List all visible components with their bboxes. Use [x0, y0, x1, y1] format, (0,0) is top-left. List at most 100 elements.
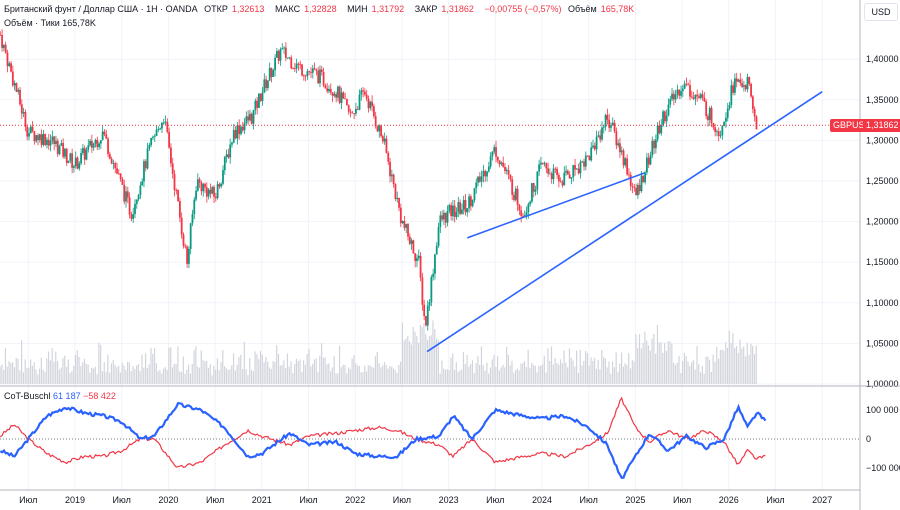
volume-bar — [47, 351, 50, 384]
candle-body — [577, 168, 580, 174]
candle-body — [581, 161, 584, 163]
volume-bar — [385, 364, 387, 384]
candle-body — [229, 144, 232, 158]
volume-bar — [755, 345, 757, 384]
candle-body — [683, 83, 686, 89]
volume-bar — [698, 364, 700, 384]
candle-body — [162, 122, 165, 124]
volume-bar — [315, 358, 317, 384]
candle-body — [65, 148, 68, 163]
candle-body — [267, 80, 269, 89]
volume-bar — [62, 358, 64, 384]
candle-body — [94, 139, 97, 144]
volume-bar — [455, 362, 457, 384]
volume-bar — [567, 367, 569, 384]
volume-bar — [252, 371, 254, 384]
candle-body — [525, 212, 528, 216]
volume-bar — [100, 344, 102, 384]
price-tick-label: 1,35000 — [866, 95, 899, 105]
volume-bar — [504, 367, 506, 384]
price-tick-label: 1,40000 — [866, 54, 899, 64]
volume-bar — [694, 369, 696, 384]
volume-bar — [550, 346, 553, 384]
candle-body — [274, 57, 276, 71]
volume-bar — [331, 367, 333, 384]
last-price-tag: 1,31862 — [863, 119, 900, 132]
candle-body — [540, 162, 542, 165]
candle-body — [459, 202, 461, 214]
volume-bar — [40, 357, 42, 384]
volume-bar — [319, 355, 321, 384]
volume-bar — [443, 368, 445, 384]
volume-bar — [347, 367, 350, 384]
candle-body — [381, 136, 384, 142]
volume-bar — [743, 346, 745, 384]
candle-body — [283, 47, 285, 49]
candle-body — [516, 188, 519, 205]
volume-bar — [626, 365, 628, 384]
volume-bar — [685, 356, 687, 384]
volume-bar — [541, 364, 544, 384]
volume-bar — [570, 357, 572, 384]
candle-body — [398, 197, 400, 208]
candle-body — [687, 84, 690, 86]
candle-body — [22, 112, 25, 114]
volume-bar — [426, 339, 429, 384]
time-tick-label: Июл — [673, 495, 691, 505]
volume-bar — [516, 368, 518, 384]
volume-bar — [527, 349, 529, 384]
volume-bar — [247, 375, 249, 384]
candle-body — [698, 96, 700, 98]
volume-legend[interactable]: Объём · Тики 165,78K — [4, 18, 96, 28]
volume-bar — [730, 342, 732, 384]
volume-bar — [624, 363, 626, 384]
volume-bar — [91, 367, 93, 384]
candle-body — [254, 100, 257, 111]
volume-bar — [326, 364, 328, 384]
candle-body — [416, 258, 418, 262]
candle-body — [730, 85, 733, 105]
candle-body — [550, 173, 553, 180]
candle-body — [73, 166, 75, 168]
volume-bar — [118, 365, 120, 384]
volume-bar — [103, 362, 105, 384]
candle-body — [313, 68, 316, 70]
candle-body — [644, 172, 646, 183]
volume-bar — [658, 342, 660, 384]
volume-bar — [505, 346, 508, 384]
candle-body — [624, 158, 627, 166]
volume-bar — [631, 359, 633, 384]
volume-bar — [71, 371, 73, 384]
candle-body — [511, 179, 514, 195]
candle-body — [92, 143, 95, 148]
volume-bar — [529, 367, 531, 384]
candle-body — [272, 70, 275, 78]
candle-body — [543, 163, 546, 165]
candle-body — [308, 71, 311, 73]
volume-bar — [56, 361, 59, 384]
volume-bar — [132, 366, 134, 384]
candle-body — [191, 214, 194, 224]
candle-body — [615, 131, 618, 146]
volume-bar — [268, 367, 271, 384]
currency-button[interactable]: USD — [864, 3, 898, 21]
candle-body — [213, 187, 215, 197]
candle-body — [187, 248, 190, 264]
volume-bar — [611, 361, 614, 384]
volume-bar — [425, 334, 427, 384]
candle-body — [640, 175, 643, 192]
volume-bar — [714, 361, 716, 384]
volume-bar — [285, 367, 287, 384]
candle-body — [694, 94, 697, 99]
candle-body — [647, 157, 650, 165]
candle-body — [721, 125, 724, 136]
volume-bar — [394, 369, 396, 384]
candle-body — [372, 106, 375, 117]
volume-bar — [53, 361, 55, 384]
symbol-title[interactable]: Британский фунт / Доллар США · 1Н · OAND… — [4, 4, 198, 14]
volume-bar — [441, 360, 443, 384]
cot-legend[interactable]: CoT-Buschl 61 187 −58 422 — [4, 391, 116, 401]
volume-bar — [324, 357, 326, 384]
volume-bar — [574, 366, 576, 384]
